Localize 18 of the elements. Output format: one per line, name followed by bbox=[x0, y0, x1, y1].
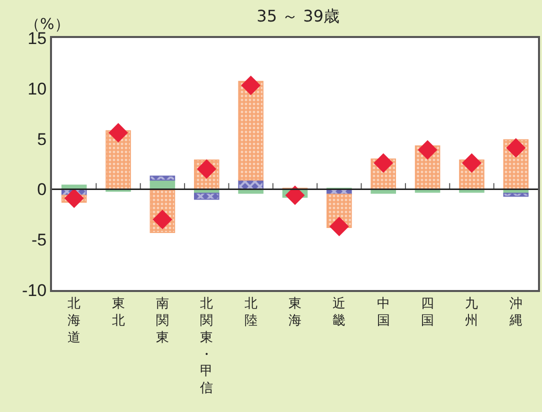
x-tick-label: 中国 bbox=[376, 296, 390, 328]
x-tick-label: 北関東・甲信 bbox=[200, 296, 214, 396]
y-tick-label: 5 bbox=[37, 130, 47, 149]
x-tick-label: 近畿 bbox=[332, 296, 346, 328]
x-tick-label: 四国 bbox=[421, 296, 434, 328]
x-tick-label: 九州 bbox=[465, 296, 478, 328]
x-tick-label: 沖縄 bbox=[508, 296, 522, 328]
y-tick-label: 10 bbox=[28, 79, 47, 98]
y-tick-label: -10 bbox=[22, 280, 47, 300]
x-tick-label: 南関東 bbox=[156, 296, 169, 346]
x-tick-label: 東海 bbox=[288, 296, 302, 328]
y-axis-title: （%） bbox=[25, 15, 70, 33]
x-tick-label: 東北 bbox=[112, 296, 125, 328]
x-tick-label: 北陸 bbox=[244, 296, 258, 328]
x-tick-label: 北海道 bbox=[68, 296, 81, 346]
y-tick-label: 0 bbox=[37, 180, 47, 200]
y-tick-label: -5 bbox=[31, 230, 47, 250]
chart-title: 35 ～ 39歳 bbox=[256, 6, 340, 26]
